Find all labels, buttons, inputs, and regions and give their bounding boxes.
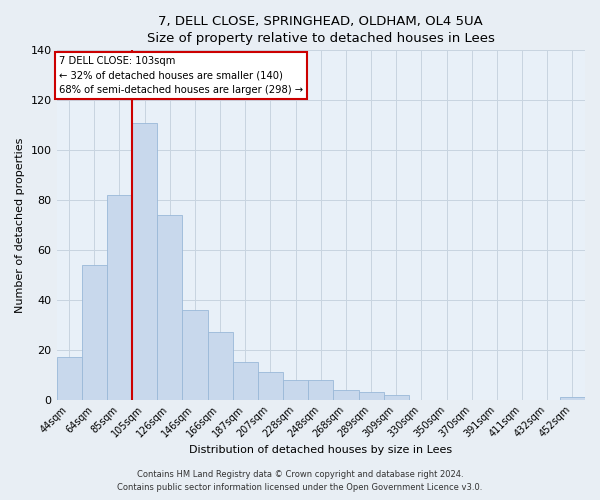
X-axis label: Distribution of detached houses by size in Lees: Distribution of detached houses by size … — [189, 445, 452, 455]
Y-axis label: Number of detached properties: Number of detached properties — [15, 138, 25, 312]
Bar — [182, 310, 208, 400]
Text: 7 DELL CLOSE: 103sqm
← 32% of detached houses are smaller (140)
68% of semi-deta: 7 DELL CLOSE: 103sqm ← 32% of detached h… — [59, 56, 304, 95]
Bar — [334, 390, 359, 400]
Bar — [283, 380, 308, 400]
Bar — [383, 394, 409, 400]
Bar — [132, 122, 157, 400]
Bar — [157, 215, 182, 400]
Bar — [308, 380, 334, 400]
Bar — [560, 397, 585, 400]
Text: Contains HM Land Registry data © Crown copyright and database right 2024.
Contai: Contains HM Land Registry data © Crown c… — [118, 470, 482, 492]
Bar — [258, 372, 283, 400]
Bar — [233, 362, 258, 400]
Bar — [56, 358, 82, 400]
Bar — [82, 265, 107, 400]
Title: 7, DELL CLOSE, SPRINGHEAD, OLDHAM, OL4 5UA
Size of property relative to detached: 7, DELL CLOSE, SPRINGHEAD, OLDHAM, OL4 5… — [147, 15, 495, 45]
Bar — [107, 195, 132, 400]
Bar — [208, 332, 233, 400]
Bar — [359, 392, 383, 400]
